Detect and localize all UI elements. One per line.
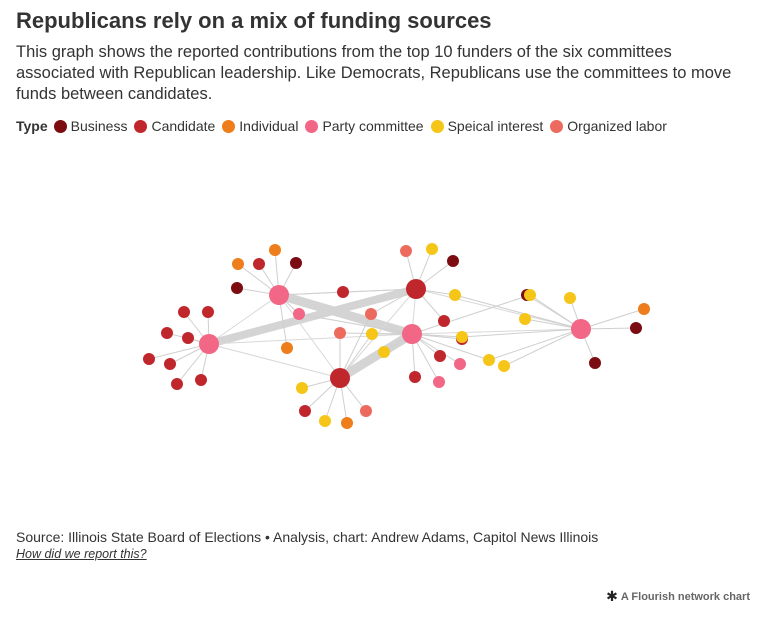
hub-link-df [411, 328, 582, 335]
network-graph[interactable] [0, 140, 766, 520]
node-special-interest[interactable] [519, 313, 531, 325]
node-individual[interactable] [269, 244, 281, 256]
legend-swatch-special-interest [430, 119, 444, 133]
legend-swatch-individual [222, 119, 236, 133]
node-party-committee[interactable] [454, 358, 466, 370]
node-candidate[interactable] [409, 371, 421, 383]
node-special-interest[interactable] [483, 354, 495, 366]
leaf-link [411, 294, 531, 335]
network-nodes[interactable] [143, 243, 650, 429]
hub-link-be [278, 294, 341, 379]
node-party-committee[interactable] [293, 308, 305, 320]
node-candidate[interactable] [299, 405, 311, 417]
node-candidate[interactable] [143, 353, 155, 365]
leaf-link [411, 333, 490, 361]
legend-swatch-business [53, 119, 67, 133]
node-special-interest[interactable] [426, 243, 438, 255]
node-special-interest[interactable] [378, 346, 390, 358]
hub-node-f[interactable] [571, 319, 591, 339]
node-special-interest[interactable] [498, 360, 510, 372]
legend-swatch-candidate [134, 119, 148, 133]
flourish-logo-icon: ✱ [606, 588, 618, 604]
chart-title: Republicans rely on a mix of funding sou… [16, 8, 492, 33]
flourish-credit[interactable]: ✱ A Flourish network chart [606, 588, 750, 605]
node-special-interest[interactable] [456, 331, 468, 343]
node-candidate[interactable] [337, 286, 349, 298]
node-special-interest[interactable] [319, 415, 331, 427]
leaf-link [342, 288, 417, 293]
hub-node-e[interactable] [330, 368, 350, 388]
leaf-link [580, 308, 645, 330]
source-note: Source: Illinois State Board of Election… [16, 529, 599, 545]
hub-link-bd [274, 290, 417, 339]
legend-label-special-interest: Speical interest [447, 118, 544, 134]
legend: Type Business Candidate Individual Party… [16, 118, 674, 134]
leaf-link [503, 328, 582, 367]
node-special-interest[interactable] [564, 292, 576, 304]
node-organized-labor[interactable] [365, 308, 377, 320]
legend-label-candidate: Candidate [151, 118, 216, 134]
flourish-credit-label: A Flourish network chart [620, 590, 750, 603]
node-special-interest[interactable] [449, 289, 461, 301]
legend-item-business[interactable]: Business [53, 118, 128, 134]
node-business[interactable] [231, 282, 243, 294]
legend-item-party-committee[interactable]: Party committee [305, 118, 424, 134]
methodology-link[interactable]: How did we report this? [16, 547, 147, 561]
node-candidate[interactable] [178, 306, 190, 318]
hub-link-ad [208, 333, 413, 345]
legend-item-individual[interactable]: Individual [222, 118, 298, 134]
node-special-interest[interactable] [296, 382, 308, 394]
legend-swatch-organized-labor [550, 119, 564, 133]
legend-item-candidate[interactable]: Candidate [134, 118, 215, 134]
node-organized-labor[interactable] [400, 245, 412, 257]
legend-item-special-interest[interactable]: Speical interest [430, 118, 544, 134]
node-candidate[interactable] [182, 332, 194, 344]
leaf-link [488, 328, 582, 361]
network-links [148, 248, 645, 424]
node-business[interactable] [290, 257, 302, 269]
node-candidate[interactable] [195, 374, 207, 386]
leaf-link [278, 291, 344, 296]
legend-swatch-party-committee [305, 119, 319, 133]
legend-title: Type [16, 118, 48, 134]
node-individual[interactable] [232, 258, 244, 270]
node-candidate[interactable] [164, 358, 176, 370]
node-candidate[interactable] [202, 306, 214, 318]
node-individual[interactable] [341, 417, 353, 429]
hub-link-cf [415, 288, 582, 330]
node-candidate[interactable] [161, 327, 173, 339]
legend-label-organized-labor: Organized labor [567, 118, 667, 134]
node-special-interest[interactable] [524, 289, 536, 301]
leaf-link [454, 294, 582, 330]
node-candidate[interactable] [253, 258, 265, 270]
legend-label-party-committee: Party committee [322, 118, 424, 134]
node-business[interactable] [447, 255, 459, 267]
node-business[interactable] [630, 322, 642, 334]
node-organized-labor[interactable] [334, 327, 346, 339]
node-special-interest[interactable] [366, 328, 378, 340]
node-party-committee[interactable] [433, 376, 445, 388]
leaf-link [148, 343, 210, 360]
legend-label-individual: Individual [239, 118, 299, 134]
hub-link-ab [208, 294, 280, 345]
hub-node-a[interactable] [199, 334, 219, 354]
node-candidate[interactable] [438, 315, 450, 327]
legend-label-business: Business [70, 118, 128, 134]
node-business[interactable] [589, 357, 601, 369]
chart-subtitle: This graph shows the reported contributi… [16, 43, 732, 103]
leaf-link [339, 313, 372, 379]
leaf-link [298, 313, 413, 335]
hub-node-c[interactable] [406, 279, 426, 299]
legend-item-organized-labor[interactable]: Organized labor [550, 118, 667, 134]
hub-node-b[interactable] [269, 285, 289, 305]
node-organized-labor[interactable] [360, 405, 372, 417]
leaf-link [461, 328, 582, 338]
node-candidate[interactable] [434, 350, 446, 362]
hub-link-ae [208, 343, 341, 379]
node-candidate[interactable] [171, 378, 183, 390]
leaf-link [529, 294, 582, 330]
hub-node-d[interactable] [402, 324, 422, 344]
node-individual[interactable] [638, 303, 650, 315]
node-individual[interactable] [281, 342, 293, 354]
